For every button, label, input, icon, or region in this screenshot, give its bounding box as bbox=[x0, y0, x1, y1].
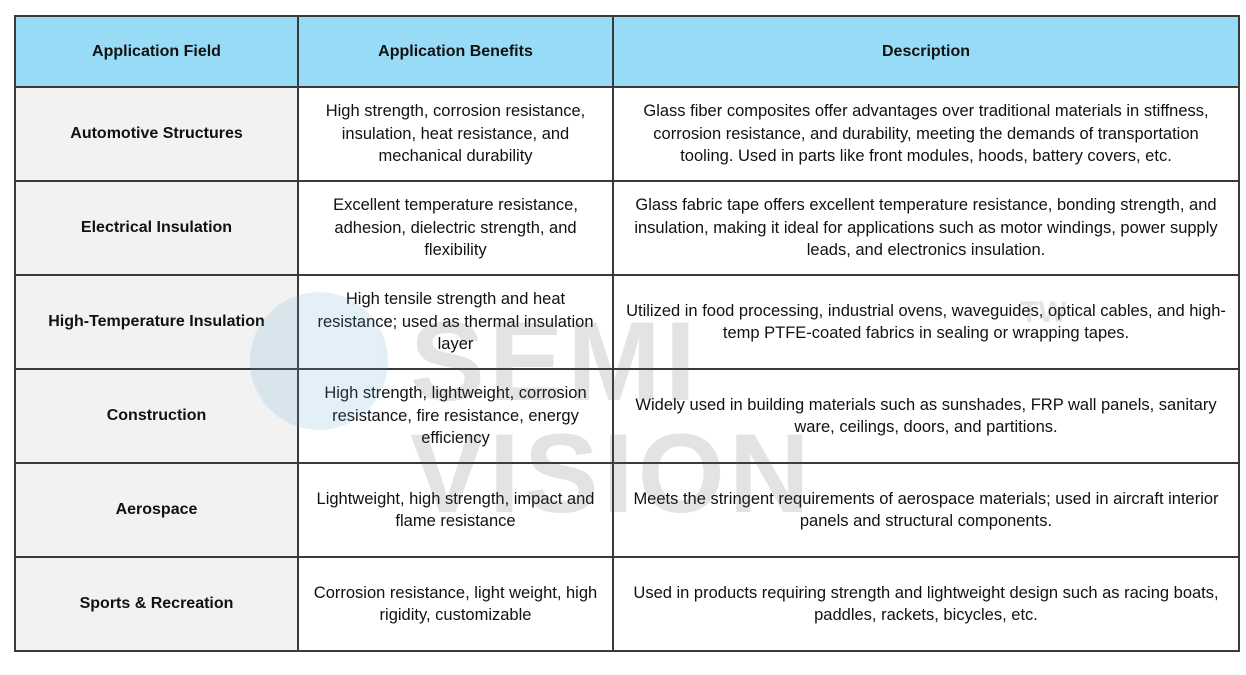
benefits-cell: High strength, lightweight, corrosion re… bbox=[297, 368, 614, 464]
field-cell: High-Temperature Insulation bbox=[14, 274, 299, 370]
header-application-benefits: Application Benefits bbox=[297, 15, 614, 88]
field-cell: Electrical Insulation bbox=[14, 180, 299, 276]
table-header-row: Application Field Application Benefits D… bbox=[14, 15, 1240, 88]
table-row: Construction High strength, lightweight,… bbox=[14, 368, 1240, 464]
description-cell: Glass fabric tape offers excellent tempe… bbox=[612, 180, 1240, 276]
application-table-container: Application Field Application Benefits D… bbox=[14, 15, 1240, 652]
header-description: Description bbox=[612, 15, 1240, 88]
table-row: Electrical Insulation Excellent temperat… bbox=[14, 180, 1240, 276]
benefits-cell: Corrosion resistance, light weight, high… bbox=[297, 556, 614, 652]
description-cell: Meets the stringent requirements of aero… bbox=[612, 462, 1240, 558]
application-table: Application Field Application Benefits D… bbox=[14, 15, 1240, 652]
header-application-field: Application Field bbox=[14, 15, 299, 88]
field-cell: Construction bbox=[14, 368, 299, 464]
benefits-cell: Excellent temperature resistance, adhesi… bbox=[297, 180, 614, 276]
field-cell: Sports & Recreation bbox=[14, 556, 299, 652]
benefits-cell: High strength, corrosion resistance, ins… bbox=[297, 86, 614, 182]
benefits-cell: Lightweight, high strength, impact and f… bbox=[297, 462, 614, 558]
description-cell: Utilized in food processing, industrial … bbox=[612, 274, 1240, 370]
description-cell: Used in products requiring strength and … bbox=[612, 556, 1240, 652]
table-row: Automotive Structures High strength, cor… bbox=[14, 86, 1240, 182]
benefits-cell: High tensile strength and heat resistanc… bbox=[297, 274, 614, 370]
field-cell: Aerospace bbox=[14, 462, 299, 558]
description-cell: Glass fiber composites offer advantages … bbox=[612, 86, 1240, 182]
table-row: Sports & Recreation Corrosion resistance… bbox=[14, 556, 1240, 652]
table-row: Aerospace Lightweight, high strength, im… bbox=[14, 462, 1240, 558]
description-cell: Widely used in building materials such a… bbox=[612, 368, 1240, 464]
field-cell: Automotive Structures bbox=[14, 86, 299, 182]
table-row: High-Temperature Insulation High tensile… bbox=[14, 274, 1240, 370]
